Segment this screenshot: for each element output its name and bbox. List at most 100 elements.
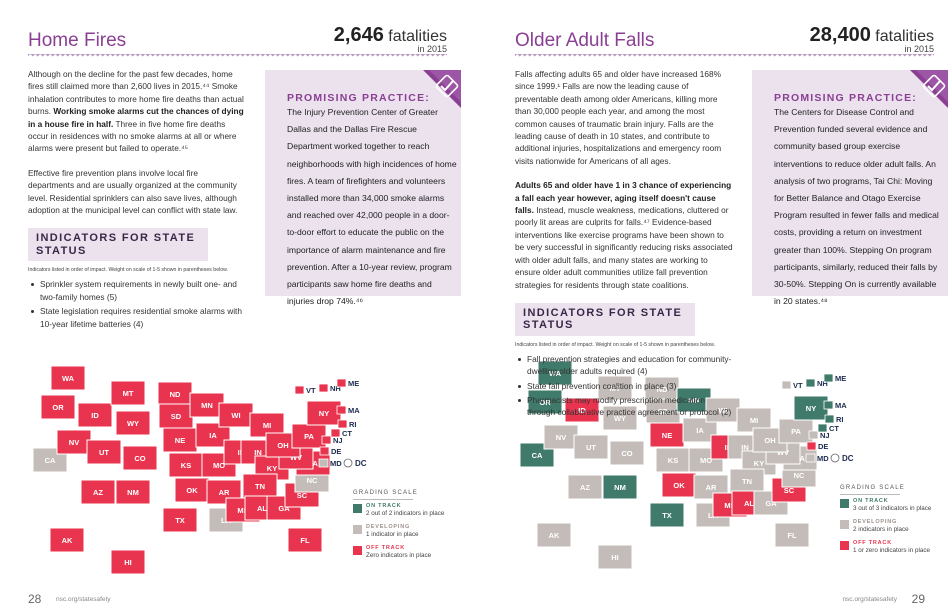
state-label: NM [127, 488, 139, 497]
indicator: State fall prevention coalition in place… [518, 380, 733, 392]
stat-number: 2,646 [333, 24, 384, 46]
state [77, 402, 113, 428]
state-label: IA [209, 431, 217, 440]
state-label: CA [532, 451, 543, 460]
state-label: OH [277, 441, 288, 450]
state-label: MD [330, 459, 342, 468]
page-title: Home Fires [28, 30, 127, 51]
state-label: CO [621, 449, 632, 458]
state-label: CT [829, 424, 839, 433]
indicators-list: Fall prevention strategies and education… [515, 353, 733, 419]
stat-year: in 2015 [417, 44, 447, 54]
state-label: NM [614, 483, 626, 492]
state-label: WI [718, 406, 727, 415]
grade-label: OFF TRACK [853, 540, 892, 546]
state-label: IN [254, 448, 262, 457]
grade-swatch [353, 525, 362, 534]
state-label: WY [127, 419, 139, 428]
state-label: UT [586, 443, 596, 452]
state [519, 442, 555, 468]
state-label: NH [330, 384, 341, 393]
footer-url: nsc.org/statesafety [56, 596, 111, 603]
state-label: OH [764, 436, 775, 445]
state [774, 522, 810, 548]
state-label: WA [549, 369, 562, 378]
state-label: NY [806, 404, 816, 413]
state-label: MA [835, 401, 847, 410]
state [781, 380, 792, 390]
practice-text: The Injury Prevention Center of Greater … [287, 107, 457, 307]
state [40, 394, 76, 420]
state-label: MT [610, 384, 621, 393]
state-label: SD [658, 407, 669, 416]
state [49, 527, 85, 553]
state-label: MA [348, 406, 360, 415]
bold-run: Adults 65 and older have 1 in 3 chance o… [515, 180, 732, 216]
state-label: MS [724, 501, 735, 510]
state-label: CO [134, 454, 145, 463]
state-label: FL [787, 531, 797, 540]
state-label: MO [213, 461, 225, 470]
check-icon [910, 70, 948, 108]
state-label: AZ [580, 483, 590, 492]
state [86, 439, 122, 465]
state [287, 527, 323, 553]
state-label: RI [836, 415, 844, 424]
state [543, 424, 579, 450]
indicator: Pharmacists may modify prescription medi… [518, 394, 732, 418]
grade-label: ON TRACK [853, 498, 889, 504]
state-label: KY [267, 464, 277, 473]
state-label: FL [300, 536, 310, 545]
state [336, 378, 347, 388]
stat-year: in 2015 [904, 44, 934, 54]
state-label: NJ [333, 436, 343, 445]
grade-label: ON TRACK [366, 503, 402, 509]
stat: 28,400 fatalities [810, 24, 934, 47]
state-label: OR [539, 398, 551, 407]
state [793, 395, 829, 421]
grading-rule [353, 499, 413, 500]
indicators-note: Indicators listed in order of impact. We… [515, 341, 716, 348]
state [823, 373, 834, 383]
state [805, 453, 816, 463]
state [50, 365, 86, 391]
state-label: AL [257, 504, 267, 513]
state-label: UT [99, 448, 109, 457]
state-label: NH [817, 379, 828, 388]
page-title: Older Adult Falls [515, 30, 655, 51]
state-label: MI [263, 421, 271, 430]
state-label: HI [611, 553, 619, 562]
state [602, 474, 638, 500]
state-label: WY [614, 414, 626, 423]
paragraph: Effective fire prevention plans involve … [28, 167, 246, 217]
dc-marker [343, 458, 353, 468]
state [817, 423, 828, 433]
state-label: GA [278, 504, 290, 513]
state [649, 502, 685, 528]
practice-box: PROMISING PRACTICE: The Injury Prevention… [265, 70, 461, 306]
state-label: DC [842, 454, 854, 463]
state-label: DC [355, 459, 367, 468]
page-number: 29 [911, 592, 925, 606]
state-label: AK [62, 536, 73, 545]
indicator: State legislation requires residential s… [31, 305, 246, 330]
state-label: VT [306, 386, 316, 395]
state-label: TN [742, 477, 752, 486]
zigzag-divider [515, 54, 934, 59]
state-label: GA [765, 499, 777, 508]
grade-desc: 2 out of 2 indicators in place [366, 510, 445, 517]
state-label: OR [52, 403, 64, 412]
state [808, 430, 819, 440]
state [321, 435, 332, 445]
state [115, 479, 151, 505]
state-label: OK [673, 481, 685, 490]
state-label: MI [750, 416, 758, 425]
state-label: HI [124, 558, 132, 567]
state-label: TX [662, 511, 672, 520]
state-label: DE [818, 442, 828, 451]
practice-heading: PROMISING PRACTICE: [774, 92, 917, 104]
state-label: MD [817, 454, 829, 463]
state-label: OK [186, 486, 198, 495]
state [573, 434, 609, 460]
zigzag-divider [28, 54, 447, 59]
